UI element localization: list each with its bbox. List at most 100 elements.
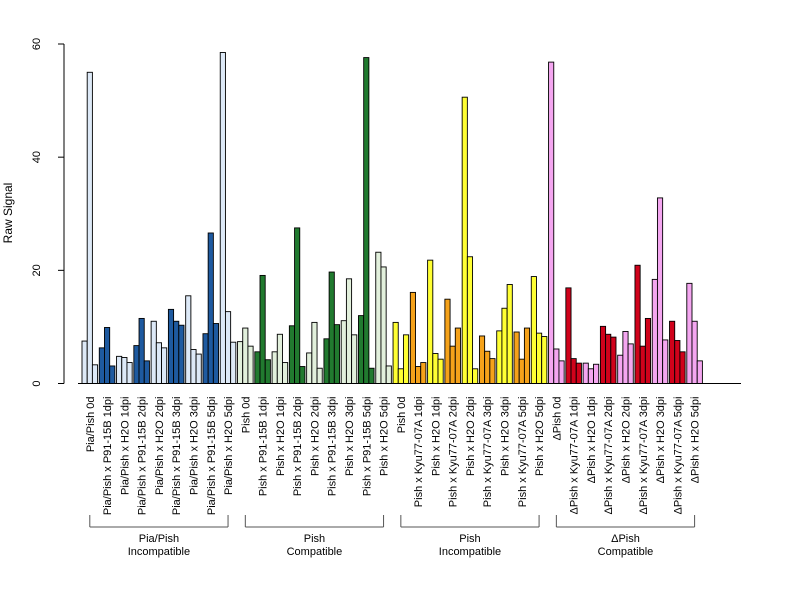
- bar: [294, 227, 301, 384]
- bar: [133, 345, 140, 384]
- bar: [311, 321, 318, 384]
- bar: [212, 323, 220, 384]
- bar: [496, 330, 503, 384]
- y-tick-label: 20: [31, 264, 43, 276]
- bar: [91, 364, 99, 384]
- bar: [190, 349, 197, 384]
- bar: [178, 324, 185, 384]
- bar: [363, 57, 370, 384]
- bar: [224, 311, 232, 384]
- x-tick-label: Pia/Pish x H2O 2dpi: [154, 397, 166, 495]
- bar: [323, 338, 330, 384]
- bar: [271, 351, 278, 384]
- x-tick-label: Pish x Kyu77-07A 5dpi: [517, 397, 529, 508]
- x-tick-label: ΔPish 0d: [551, 397, 563, 441]
- bar: [397, 368, 404, 384]
- bar: [501, 307, 508, 384]
- bar: [358, 315, 365, 384]
- bar: [98, 347, 105, 384]
- bar: [674, 340, 681, 384]
- y-tick-label: 0: [31, 380, 43, 386]
- bar: [328, 271, 335, 384]
- bar: [541, 336, 548, 384]
- bar: [449, 345, 456, 384]
- x-tick-label: Pia/Pish x P91-15B 5dpi: [206, 397, 218, 516]
- x-tick-label: Pish x H2O 2dpi: [465, 397, 477, 476]
- x-tick-label: Pish x Kyu77-07A 2dpi: [448, 397, 460, 508]
- bar: [570, 358, 577, 384]
- bars: [81, 52, 703, 384]
- bar: [109, 365, 116, 384]
- bar: [333, 324, 340, 384]
- bar: [116, 355, 123, 384]
- bar: [427, 259, 434, 384]
- bar: [484, 350, 491, 384]
- bar: [461, 96, 468, 384]
- x-tick-label: Pish x H2O 5dpi: [379, 397, 391, 476]
- bar: [230, 341, 237, 384]
- bar: [558, 360, 565, 384]
- bar: [466, 256, 474, 384]
- bar: [306, 352, 313, 384]
- x-tick-label: ΔPish x Kyu77-07A 2dpi: [603, 397, 615, 515]
- bar: [644, 317, 652, 384]
- y-axis-label: Raw Signal: [1, 183, 15, 244]
- bar: [587, 368, 594, 384]
- bar: [402, 334, 410, 384]
- bar: [536, 332, 543, 384]
- bar: [420, 362, 427, 384]
- bar: [282, 362, 289, 384]
- x-tick-label: Pish 0d: [240, 397, 252, 434]
- bar: [185, 295, 192, 384]
- bar: [104, 327, 111, 384]
- group-label-line1: Pia/Pish: [139, 533, 179, 545]
- x-tick-label: Pia/Pish x H2O 1dpi: [119, 397, 131, 495]
- bar: [264, 359, 271, 384]
- bar: [380, 266, 387, 384]
- x-tick-label: Pia/Pish x H2O 3dpi: [188, 397, 200, 495]
- bar: [472, 368, 479, 384]
- bar: [126, 362, 133, 384]
- bar: [582, 362, 589, 384]
- bar: [432, 353, 439, 384]
- x-tick-label: Pish x P91-15B 5dpi: [361, 397, 373, 497]
- bar: [656, 197, 664, 384]
- bar: [340, 320, 347, 384]
- x-tick-label: Pish x Kyu77-07A 1dpi: [413, 397, 425, 508]
- bar: [610, 336, 617, 384]
- x-tick-label: ΔPish x H2O 5dpi: [690, 397, 702, 484]
- bar: [138, 317, 145, 384]
- bar: [617, 354, 624, 384]
- bar: [627, 343, 634, 384]
- bar: [454, 327, 461, 384]
- bar: [254, 351, 261, 384]
- bar: [259, 274, 266, 384]
- bar: [143, 360, 150, 384]
- bar: [81, 340, 88, 384]
- bar: [242, 327, 249, 384]
- bar: [345, 278, 353, 384]
- x-tick-label: Pish x H2O 5dpi: [534, 397, 546, 476]
- bar: [605, 333, 612, 384]
- bar: [351, 334, 358, 384]
- group-label-line2: Incompatible: [128, 546, 190, 558]
- bar: [622, 330, 629, 384]
- bar: [523, 327, 531, 384]
- bar: [489, 358, 496, 384]
- y-tick-label: 60: [31, 38, 43, 50]
- bar: [415, 366, 422, 384]
- x-tick-label: Pish x H2O 3dpi: [344, 397, 356, 476]
- bar: [247, 345, 254, 384]
- x-tick-label: ΔPish x Kyu77-07A 1dpi: [569, 397, 581, 515]
- x-tick-label: Pish x P91-15B 2dpi: [292, 397, 304, 497]
- group-label-line2: Incompatible: [439, 546, 501, 558]
- bar: [553, 348, 560, 384]
- group-brackets: Pia/PishIncompatiblePishCompatiblePishIn…: [89, 515, 696, 558]
- bar: [565, 287, 572, 384]
- x-tick-label: ΔPish x H2O 1dpi: [586, 397, 598, 484]
- bar: [669, 320, 676, 384]
- x-tick-label: ΔPish x Kyu77-07A 3dpi: [638, 397, 650, 515]
- bar: [599, 325, 607, 384]
